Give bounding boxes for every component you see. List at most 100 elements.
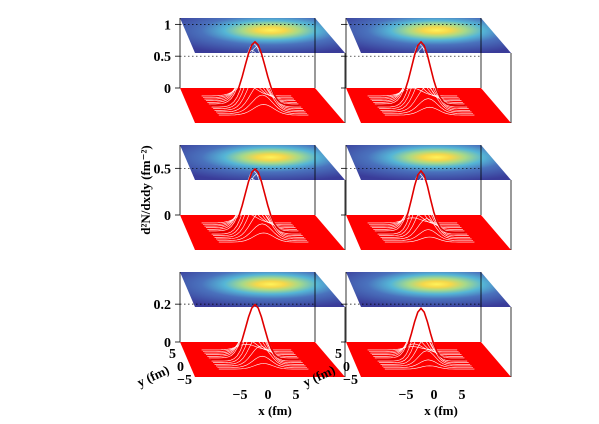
surface-mesh-line bbox=[373, 182, 463, 230]
surface-mesh-line bbox=[370, 205, 460, 227]
x-tick-label: 0 bbox=[431, 388, 438, 403]
surface-mesh-line bbox=[214, 197, 305, 238]
surface-mesh-line bbox=[384, 106, 475, 116]
surface-peak bbox=[210, 40, 300, 107]
floor-plane bbox=[180, 215, 345, 250]
surface-mesh-line bbox=[207, 177, 297, 230]
surface-mesh-line bbox=[204, 332, 294, 354]
z-tick-label: 0.5 bbox=[154, 162, 172, 177]
surface-peak bbox=[376, 169, 466, 234]
surface-mesh-line bbox=[217, 355, 307, 368]
x-tick-label: 5 bbox=[293, 388, 300, 403]
y-tick-label: 5 bbox=[335, 347, 342, 362]
y-tick-label: 5 bbox=[169, 347, 176, 362]
top-colormap bbox=[346, 145, 511, 180]
z-tick-label: 0 bbox=[164, 82, 171, 97]
z-tick-label: 0 bbox=[164, 336, 171, 351]
top-colormap bbox=[346, 272, 511, 307]
surface-mesh-line bbox=[217, 94, 307, 114]
panel-2-0: 00.2−5 0 550−5x (fm)y (fm) bbox=[135, 272, 346, 418]
surface-mesh-line bbox=[213, 319, 303, 363]
panel-0-0: 00.51 bbox=[154, 18, 346, 123]
panel-1-1 bbox=[341, 145, 512, 250]
z-tick-label: 1 bbox=[164, 18, 171, 33]
surface-mesh-line bbox=[211, 309, 302, 362]
z-axis-title: d²N/dxdy (fm⁻²) bbox=[138, 145, 153, 234]
floor-plane bbox=[180, 342, 345, 377]
surface-mesh-line bbox=[216, 211, 306, 240]
surface-mesh-line bbox=[367, 346, 458, 351]
surface-mesh-line bbox=[216, 82, 306, 113]
z-tick-label: 0 bbox=[164, 209, 171, 224]
surface-mesh-line bbox=[218, 104, 309, 116]
surface-mesh-line bbox=[216, 345, 306, 367]
surface-mesh-line bbox=[205, 59, 296, 101]
x-tick-label: −5 bbox=[233, 388, 248, 403]
surface-mesh-line bbox=[218, 232, 309, 243]
surface-mesh-line bbox=[383, 229, 473, 241]
surface-peak bbox=[376, 307, 466, 361]
y-tick-label: −5 bbox=[343, 373, 358, 388]
surface-mesh-line bbox=[367, 87, 458, 97]
surface-mesh-line bbox=[380, 72, 471, 111]
surface-mesh-line bbox=[377, 313, 468, 362]
surface-mesh-line bbox=[380, 203, 471, 238]
surface-mesh-line bbox=[203, 207, 293, 225]
surface-mesh-line bbox=[379, 324, 469, 363]
panel-1-0: 00.5 bbox=[154, 145, 346, 250]
floor-plane bbox=[180, 88, 345, 123]
panel-2-1: −5 0 550−5x (fm)y (fm) bbox=[301, 272, 512, 418]
surface-mesh-line bbox=[383, 359, 473, 368]
surface-mesh-line bbox=[373, 51, 463, 103]
surface-mesh-line bbox=[214, 332, 305, 365]
surface-mesh-line bbox=[203, 78, 293, 98]
surface-mesh-line bbox=[384, 236, 475, 243]
top-colormap bbox=[180, 145, 345, 180]
surface-mesh-line bbox=[205, 323, 296, 355]
surface-mesh-line bbox=[383, 98, 473, 114]
surface-mesh-line bbox=[379, 57, 469, 109]
surface-mesh-line bbox=[211, 173, 302, 235]
y-axis-title: y (fm) bbox=[135, 362, 172, 390]
surface-mesh-line bbox=[373, 318, 463, 357]
surface-mesh-line bbox=[370, 73, 460, 100]
surface-mesh-line bbox=[369, 343, 459, 352]
surface-mesh-line bbox=[382, 218, 472, 240]
top-colormap bbox=[180, 272, 345, 307]
surface-mesh-line bbox=[218, 363, 309, 370]
surface-mesh-line bbox=[214, 69, 305, 111]
panel-0-1 bbox=[341, 18, 512, 123]
surface-mesh-line bbox=[367, 217, 458, 224]
surface-mesh-line bbox=[369, 213, 459, 225]
y-tick-label: 0 bbox=[343, 360, 350, 375]
x-tick-label: 5 bbox=[459, 388, 466, 403]
floor-plane bbox=[346, 88, 511, 123]
surface-mesh-line bbox=[204, 69, 294, 100]
y-tick-label: −5 bbox=[177, 373, 192, 388]
x-axis-title: x (fm) bbox=[424, 403, 458, 418]
floor-plane bbox=[346, 342, 511, 377]
surface-mesh-line bbox=[380, 338, 471, 365]
surface-mesh-line bbox=[201, 213, 292, 224]
surface-mesh-line bbox=[369, 82, 459, 98]
surface-mesh-line bbox=[384, 365, 475, 370]
surface-mesh-line bbox=[377, 176, 468, 235]
x-axis-title: x (fm) bbox=[258, 403, 292, 418]
surface-mesh-line bbox=[204, 198, 294, 227]
y-tick-label: 0 bbox=[177, 360, 184, 375]
surface-mesh-line bbox=[379, 188, 469, 236]
surface-mesh-line bbox=[377, 46, 468, 108]
surface-mesh-line bbox=[382, 86, 472, 113]
surface-mesh-line bbox=[370, 337, 460, 354]
top-colormap bbox=[180, 18, 345, 53]
surface-mesh-line bbox=[213, 56, 303, 109]
surface-mesh-line bbox=[371, 194, 462, 228]
surface-mesh-line bbox=[207, 49, 297, 103]
z-tick-label: 0.2 bbox=[154, 298, 172, 313]
surface-mesh-line bbox=[371, 62, 462, 101]
surface-mesh-line bbox=[211, 46, 302, 108]
surface-mesh-line bbox=[213, 184, 303, 236]
top-colormap bbox=[346, 18, 511, 53]
surface-mesh-line bbox=[201, 84, 292, 97]
